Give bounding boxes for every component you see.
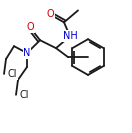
Text: N: N [23, 48, 31, 58]
Text: O: O [46, 9, 54, 19]
Text: O: O [26, 22, 34, 32]
Text: Cl: Cl [7, 69, 17, 79]
Text: NH: NH [63, 31, 77, 41]
Text: Cl: Cl [19, 90, 29, 100]
